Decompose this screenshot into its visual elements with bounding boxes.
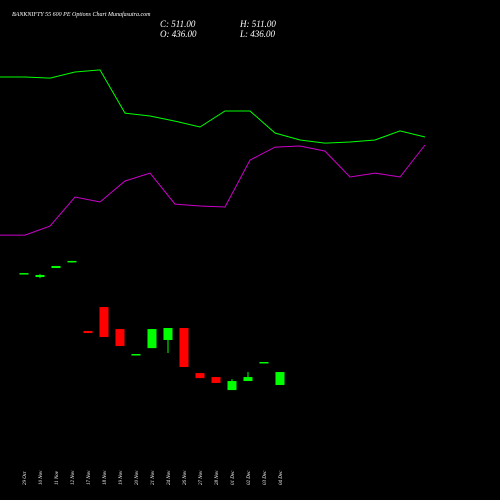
candle-body (83, 330, 93, 334)
x-tick-label: 28 Nov (215, 470, 220, 485)
candle-body (115, 329, 125, 347)
candle-body (163, 328, 173, 340)
x-tick-label: 20 Nov (135, 470, 140, 485)
candle-body (275, 372, 285, 386)
candle-body (67, 260, 77, 263)
x-tick-label: 03 Dec (263, 470, 268, 485)
candle-body (179, 328, 189, 368)
candle-body (259, 361, 269, 364)
indicator-line (0, 144, 426, 236)
candle-body (227, 381, 237, 391)
info-low: L: 436.00 (239, 29, 276, 39)
info-close: C: 511.00 (160, 19, 196, 29)
candle-body (147, 329, 157, 349)
x-tick-label: 04 Dec (279, 470, 284, 485)
x-tick-label: 10 Nov (39, 470, 44, 485)
info-open: O: 436.00 (160, 29, 197, 39)
x-tick-label: 24 Nov (167, 470, 172, 485)
x-tick-label: 19 Nov (119, 470, 124, 485)
x-tick-label: 29 Oct (23, 471, 28, 485)
x-tick-label: 12 Nov (71, 470, 76, 485)
x-tick-label: 01 Dec (231, 470, 236, 485)
candle-body (35, 274, 45, 278)
x-tick-label: 27 Nov (199, 470, 204, 485)
candle-body (195, 373, 205, 379)
x-tick-label: 17 Nov (87, 470, 92, 485)
candle-body (131, 354, 141, 356)
chart-title: BANKNIFTY 55 600 PE Options Chart Munafa… (12, 11, 151, 18)
candle-body (51, 265, 61, 269)
indicator-line (0, 69, 426, 144)
x-tick-label: 26 Nov (183, 470, 188, 485)
x-tick-label: 18 Nov (103, 470, 108, 485)
candle-body (243, 377, 253, 382)
candle-body (19, 273, 29, 275)
candle-body (211, 377, 221, 383)
x-tick-label: 11 Nov (55, 470, 60, 485)
x-tick-label: 21 Nov (151, 470, 156, 485)
candle-body (99, 307, 109, 338)
x-tick-label: 02 Dec (247, 470, 252, 485)
info-high: H: 511.00 (239, 19, 276, 29)
